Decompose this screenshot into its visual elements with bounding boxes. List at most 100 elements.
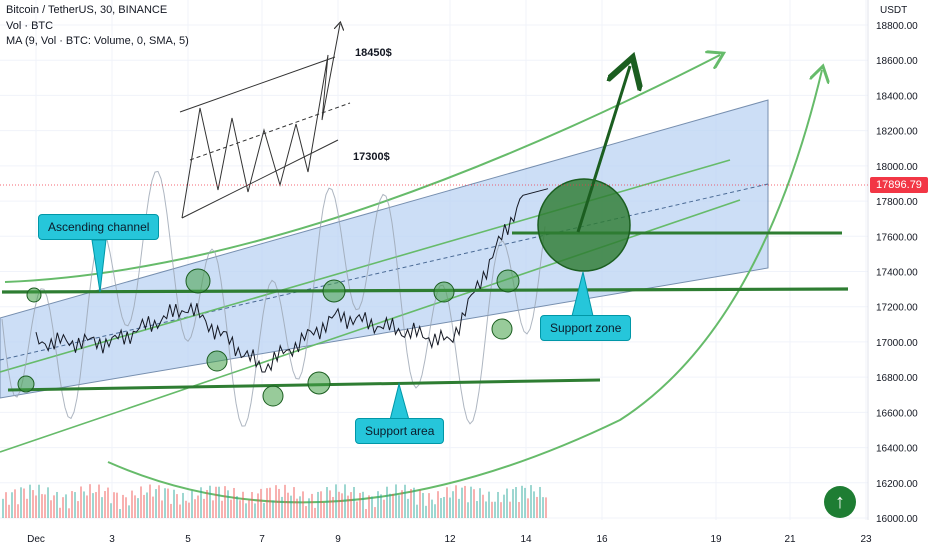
volume-bar	[509, 501, 511, 518]
volume-bar	[389, 493, 391, 518]
volume-bar	[11, 492, 13, 518]
volume-bar	[2, 498, 4, 518]
volume-bar	[176, 494, 178, 518]
volume-bar	[80, 486, 82, 518]
volume-bar	[233, 487, 235, 518]
volume-bar	[329, 490, 331, 518]
volume-bar	[35, 495, 37, 518]
volume-bar	[365, 508, 367, 518]
volume-bar	[362, 491, 364, 518]
volume-bar	[125, 497, 127, 518]
volume-bar	[86, 495, 88, 518]
volume-bar	[374, 507, 376, 518]
volume-bar	[317, 491, 319, 518]
volume-bar	[503, 494, 505, 518]
volume-bar	[533, 491, 535, 518]
ascending-channel-fill	[0, 99, 769, 399]
volume-bar	[398, 495, 400, 518]
y-tick-label: 17200.00	[876, 303, 918, 314]
price-series-line	[35, 188, 549, 373]
volume-bar	[449, 497, 451, 518]
volume-bar	[545, 497, 547, 518]
volume-bar	[506, 488, 508, 518]
volume-bar	[320, 491, 322, 518]
volume-bar	[65, 494, 67, 518]
volume-bar	[53, 495, 55, 518]
x-tick-label: 19	[710, 534, 722, 545]
price-axis: 16000.00 16200.00 16400.00 16600.00 16800.00…	[876, 21, 918, 525]
volume-bar	[494, 501, 496, 518]
symbol-title: Bitcoin / TetherUS, 30, BINANCE	[6, 4, 168, 16]
volume-bar	[209, 485, 211, 518]
y-tick-label: 16800.00	[876, 373, 918, 384]
x-tick-label: 7	[259, 534, 265, 545]
target-low-label: 17300$	[353, 151, 390, 163]
volume-bar	[200, 487, 202, 518]
volume-bar	[188, 502, 190, 518]
support-area-callout: Support area	[355, 418, 445, 444]
volume-bar	[173, 489, 175, 518]
volume-bar	[344, 484, 346, 518]
support-level-17300	[1, 287, 849, 294]
volume-bar	[167, 488, 169, 518]
volume-bar	[203, 498, 205, 518]
volume-bar	[281, 496, 283, 518]
volume-bar	[194, 499, 196, 518]
volume-bar	[386, 486, 388, 518]
volume-bar	[101, 497, 103, 518]
volume-bar	[380, 494, 382, 518]
volume-bar	[524, 487, 526, 518]
x-tick-label: 3	[109, 534, 115, 545]
volume-bar	[518, 501, 520, 518]
volume-bar	[434, 504, 436, 518]
volume-bar	[17, 504, 19, 518]
y-tick-label: 18000.00	[876, 162, 918, 173]
volume-bar	[497, 491, 499, 518]
volume-bar	[242, 491, 244, 518]
volume-bar	[461, 487, 463, 518]
volume-bar	[263, 503, 265, 518]
volume-bar	[305, 506, 307, 518]
volume-bar	[488, 491, 490, 518]
touch-points	[17, 268, 520, 407]
volume-bar	[197, 495, 199, 518]
volume-bar	[134, 495, 136, 518]
volume-bar	[353, 487, 355, 518]
volume-bar	[422, 492, 424, 518]
touch-point	[491, 318, 513, 340]
volume-bar	[455, 485, 457, 518]
volume-bar	[500, 502, 502, 518]
x-tick-label: 21	[784, 534, 796, 545]
volume-bar	[38, 484, 40, 518]
volume-bar	[83, 491, 85, 518]
volume-bar	[401, 490, 403, 518]
volume-bar	[44, 494, 46, 518]
volume-bar	[413, 487, 415, 518]
arrow-up-icon[interactable]: ↑	[824, 486, 856, 518]
volume-bar	[269, 487, 271, 518]
support-zone-circle	[537, 178, 631, 272]
volume-bar	[338, 491, 340, 518]
volume-bar	[410, 489, 412, 518]
y-tick-label: 17800.00	[876, 197, 918, 208]
target-high-label: 18450$	[355, 47, 392, 59]
volume-bar	[239, 500, 241, 518]
volume-bar	[107, 487, 109, 518]
time-axis: Dec 3 5 7 9 12 14 16 19 21 23	[27, 534, 872, 545]
touch-point	[185, 268, 211, 294]
volume-bar	[368, 495, 370, 518]
volume-bar	[437, 491, 439, 518]
volume-bar	[404, 484, 406, 518]
volume-bar	[119, 509, 121, 518]
y-tick-label: 16600.00	[876, 408, 918, 419]
volume-bar	[236, 496, 238, 518]
volume-bar	[326, 487, 328, 518]
touch-point	[496, 269, 520, 293]
volume-bar	[356, 501, 358, 518]
volume-bar	[74, 492, 76, 518]
volume-bar	[332, 496, 334, 518]
x-tick-label: 23	[860, 534, 872, 545]
volume-bar	[113, 492, 115, 518]
